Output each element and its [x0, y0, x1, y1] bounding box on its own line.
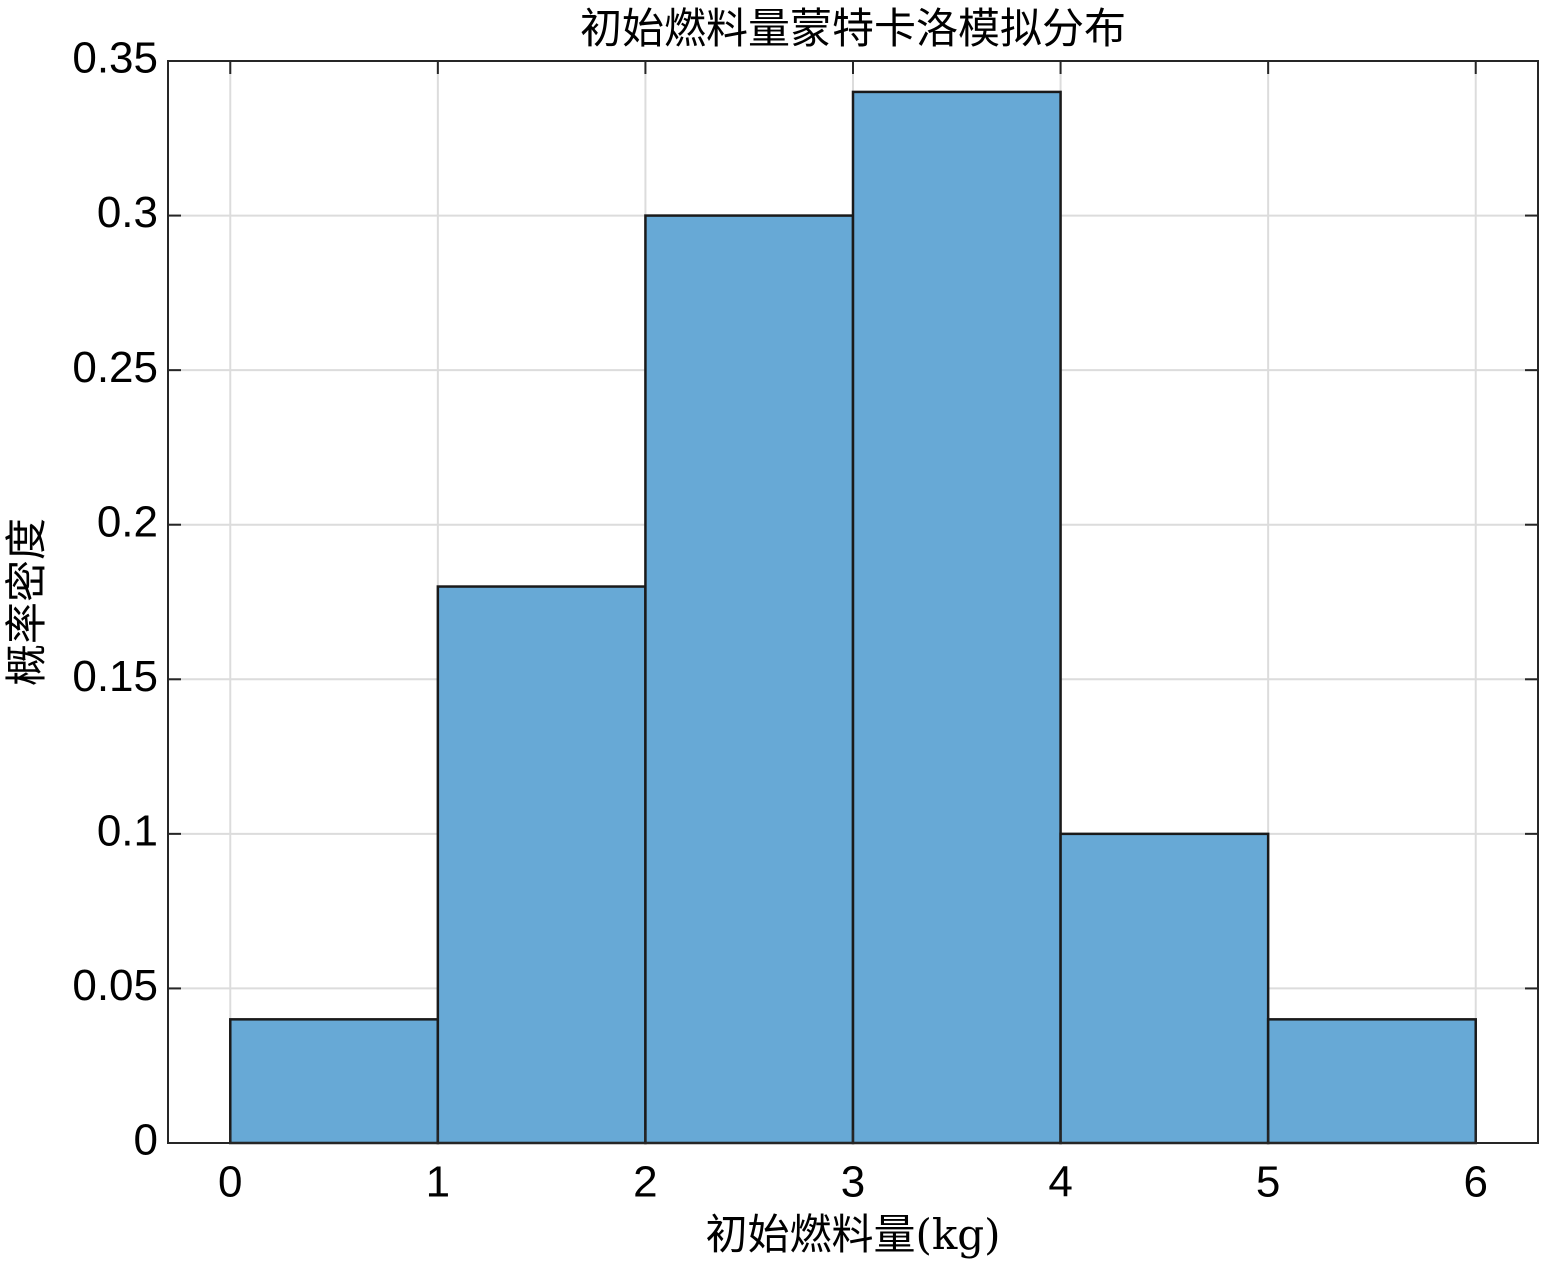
bar: [436, 585, 647, 1145]
y-tick-label: 0.05: [72, 961, 158, 1010]
x-tick-label: 5: [1256, 1158, 1280, 1207]
y-tick-label: 0.3: [97, 188, 158, 237]
x-tick-label: 1: [426, 1158, 450, 1207]
bar: [229, 1018, 440, 1145]
bar: [644, 214, 855, 1145]
y-tick-label: 0.15: [72, 652, 158, 701]
y-tick-label: 0.35: [72, 34, 158, 83]
x-tick-label: 3: [841, 1158, 865, 1207]
y-axis-label: 概率密度: [2, 518, 51, 686]
y-tick-label: 0.25: [72, 343, 158, 392]
x-tick-label: 2: [633, 1158, 657, 1207]
x-axis-label: 初始燃料量(kg): [705, 1210, 1000, 1259]
y-tick-label: 0.1: [97, 806, 158, 855]
bar: [1059, 832, 1270, 1145]
bar: [1266, 1018, 1477, 1145]
chart-title: 初始燃料量蒙特卡洛模拟分布: [580, 4, 1126, 53]
y-tick-label: 0.2: [97, 497, 158, 546]
bar: [851, 90, 1062, 1145]
x-tick-label: 4: [1048, 1158, 1072, 1207]
y-tick-label: 0: [134, 1116, 158, 1165]
x-tick-label: 6: [1463, 1158, 1487, 1207]
x-tick-label: 0: [218, 1158, 242, 1207]
